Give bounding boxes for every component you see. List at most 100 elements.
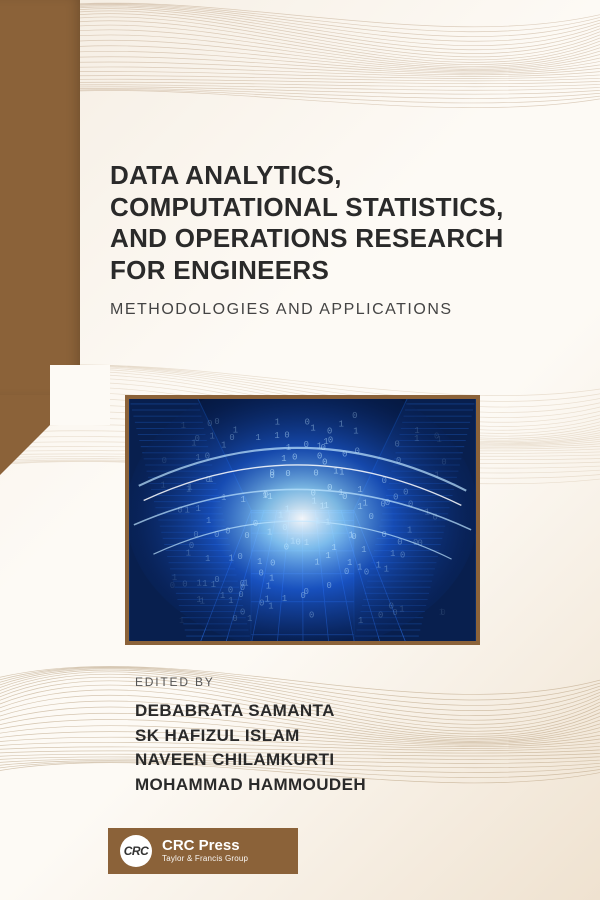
svg-text:1: 1: [205, 554, 210, 564]
svg-text:0: 0: [270, 559, 275, 569]
svg-text:1: 1: [339, 420, 344, 430]
svg-text:0: 0: [352, 411, 357, 421]
svg-text:0: 0: [205, 452, 210, 462]
svg-text:0: 0: [342, 492, 347, 502]
svg-text:1: 1: [197, 579, 202, 589]
svg-text:1: 1: [434, 470, 439, 480]
svg-text:0: 0: [313, 468, 318, 478]
editors-block: EDITED BY DEBABRATA SAMANTA SK HAFIZUL I…: [135, 675, 560, 798]
svg-text:0: 0: [397, 538, 402, 548]
svg-text:0: 0: [304, 440, 309, 450]
svg-text:0: 0: [162, 456, 167, 466]
edited-by-label: EDITED BY: [135, 675, 560, 689]
svg-text:0: 0: [434, 431, 439, 441]
svg-text:0: 0: [396, 456, 401, 466]
svg-text:1: 1: [281, 454, 286, 464]
svg-text:0: 0: [327, 581, 332, 591]
svg-text:0: 0: [228, 585, 233, 595]
editor-name: SK HAFIZUL ISLAM: [135, 724, 560, 749]
svg-text:0: 0: [389, 602, 394, 612]
svg-text:0: 0: [311, 488, 316, 498]
svg-text:1: 1: [179, 616, 184, 626]
svg-text:0: 0: [240, 607, 245, 617]
svg-text:0: 0: [225, 527, 230, 537]
svg-text:1: 1: [220, 591, 225, 601]
svg-text:0: 0: [295, 537, 300, 547]
svg-text:0: 0: [441, 458, 446, 468]
svg-text:1: 1: [210, 431, 215, 441]
svg-text:1: 1: [285, 504, 290, 514]
svg-text:1: 1: [221, 493, 226, 503]
editor-name: MOHAMMAD HAMMOUDEH: [135, 773, 560, 798]
svg-text:1: 1: [353, 426, 358, 436]
svg-text:0: 0: [205, 475, 210, 485]
title-block: DATA ANALYTICS, COMPUTATIONAL STATISTICS…: [110, 160, 560, 319]
svg-text:1: 1: [267, 492, 272, 502]
svg-text:1: 1: [172, 573, 177, 583]
svg-text:0: 0: [292, 452, 297, 462]
hero-image: 0101010001011101101111111001100000000011…: [125, 395, 480, 645]
svg-text:0: 0: [182, 579, 187, 589]
svg-text:1: 1: [241, 495, 246, 505]
svg-text:0: 0: [305, 418, 310, 428]
svg-text:0: 0: [378, 610, 383, 620]
publisher-logo-icon: CRC: [120, 835, 152, 867]
svg-text:0: 0: [229, 433, 234, 443]
svg-text:1: 1: [439, 608, 444, 618]
svg-text:1: 1: [186, 485, 191, 495]
white-square-accent: [50, 365, 110, 425]
svg-text:1: 1: [325, 518, 330, 528]
editor-name: NAVEEN CHILAMKURTI: [135, 748, 560, 773]
svg-text:0: 0: [342, 449, 347, 459]
svg-text:0: 0: [327, 483, 332, 493]
svg-text:0: 0: [381, 530, 386, 540]
publisher-name: CRC Press: [162, 838, 248, 855]
svg-text:0: 0: [284, 543, 289, 553]
svg-text:0: 0: [393, 493, 398, 503]
book-subtitle: METHODOLOGIES AND APPLICATIONS: [110, 301, 560, 319]
svg-text:1: 1: [275, 418, 280, 428]
svg-text:1: 1: [196, 504, 201, 514]
svg-text:0: 0: [207, 419, 212, 429]
svg-text:0: 0: [385, 498, 390, 508]
svg-text:1: 1: [331, 543, 336, 553]
svg-text:0: 0: [177, 505, 182, 515]
svg-text:0: 0: [259, 569, 264, 579]
svg-text:1: 1: [278, 510, 283, 520]
svg-text:0: 0: [355, 447, 360, 457]
svg-text:0: 0: [408, 500, 413, 510]
svg-text:1: 1: [206, 516, 211, 526]
brown-corner-accent: [0, 0, 80, 395]
svg-text:1: 1: [181, 421, 186, 431]
svg-text:1: 1: [255, 433, 260, 443]
svg-text:1: 1: [160, 481, 165, 491]
svg-text:0: 0: [214, 530, 219, 540]
publisher-tagline: Taylor & Francis Group: [162, 855, 248, 864]
svg-text:0: 0: [269, 471, 274, 481]
svg-text:1: 1: [282, 594, 287, 604]
svg-text:0: 0: [304, 587, 309, 597]
svg-text:0: 0: [193, 530, 198, 540]
svg-text:0: 0: [364, 568, 369, 578]
svg-text:0: 0: [244, 531, 249, 541]
svg-text:1: 1: [268, 602, 273, 612]
svg-text:0: 0: [232, 614, 237, 624]
svg-text:1: 1: [339, 468, 344, 478]
svg-text:1: 1: [357, 562, 362, 572]
svg-text:1: 1: [221, 441, 226, 451]
svg-text:1: 1: [228, 596, 233, 606]
svg-text:0: 0: [285, 469, 290, 479]
svg-text:1: 1: [315, 517, 320, 527]
svg-text:1: 1: [324, 501, 329, 511]
svg-text:1: 1: [376, 560, 381, 570]
editors-list: DEBABRATA SAMANTA SK HAFIZUL ISLAM NAVEE…: [135, 699, 560, 798]
svg-text:0: 0: [382, 476, 387, 486]
svg-text:0: 0: [282, 523, 287, 533]
svg-text:0: 0: [369, 512, 374, 522]
publisher-badge: CRC CRC Press Taylor & Francis Group: [108, 828, 298, 874]
svg-text:0: 0: [328, 436, 333, 446]
svg-text:0: 0: [189, 541, 194, 551]
svg-text:1: 1: [247, 614, 252, 624]
svg-text:0: 0: [309, 611, 314, 621]
svg-text:1: 1: [310, 423, 315, 433]
